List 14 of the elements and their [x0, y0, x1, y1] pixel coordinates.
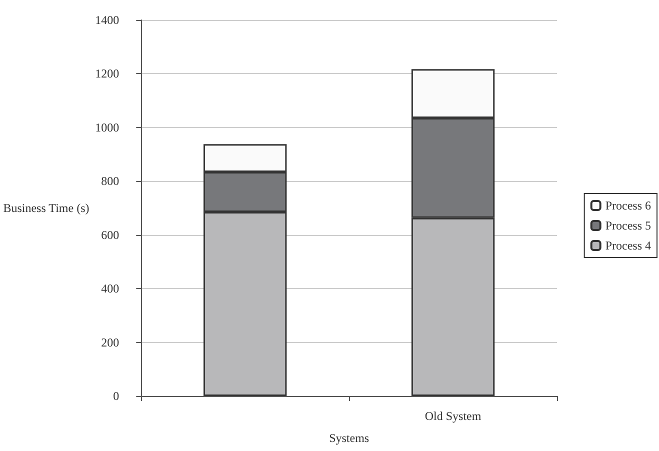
y-tick-label: 600: [101, 228, 120, 242]
y-tick-label: 400: [101, 282, 120, 296]
y-axis-title: Business Time (s): [3, 201, 90, 215]
legend-label: Process 5: [605, 218, 652, 232]
y-tick-label: 0: [113, 389, 120, 403]
y-tick-label: 1400: [95, 13, 120, 27]
x-tick-label: Old System: [424, 409, 482, 423]
y-tick-label: 1200: [95, 66, 120, 81]
y-tick-label: 800: [101, 174, 120, 188]
legend-label: Process 6: [605, 198, 652, 212]
x-axis-title: Systems: [329, 431, 370, 445]
y-tick-label: 1000: [95, 120, 120, 134]
y-tick-label: 200: [101, 335, 120, 350]
legend-label: Process 4: [605, 238, 652, 252]
